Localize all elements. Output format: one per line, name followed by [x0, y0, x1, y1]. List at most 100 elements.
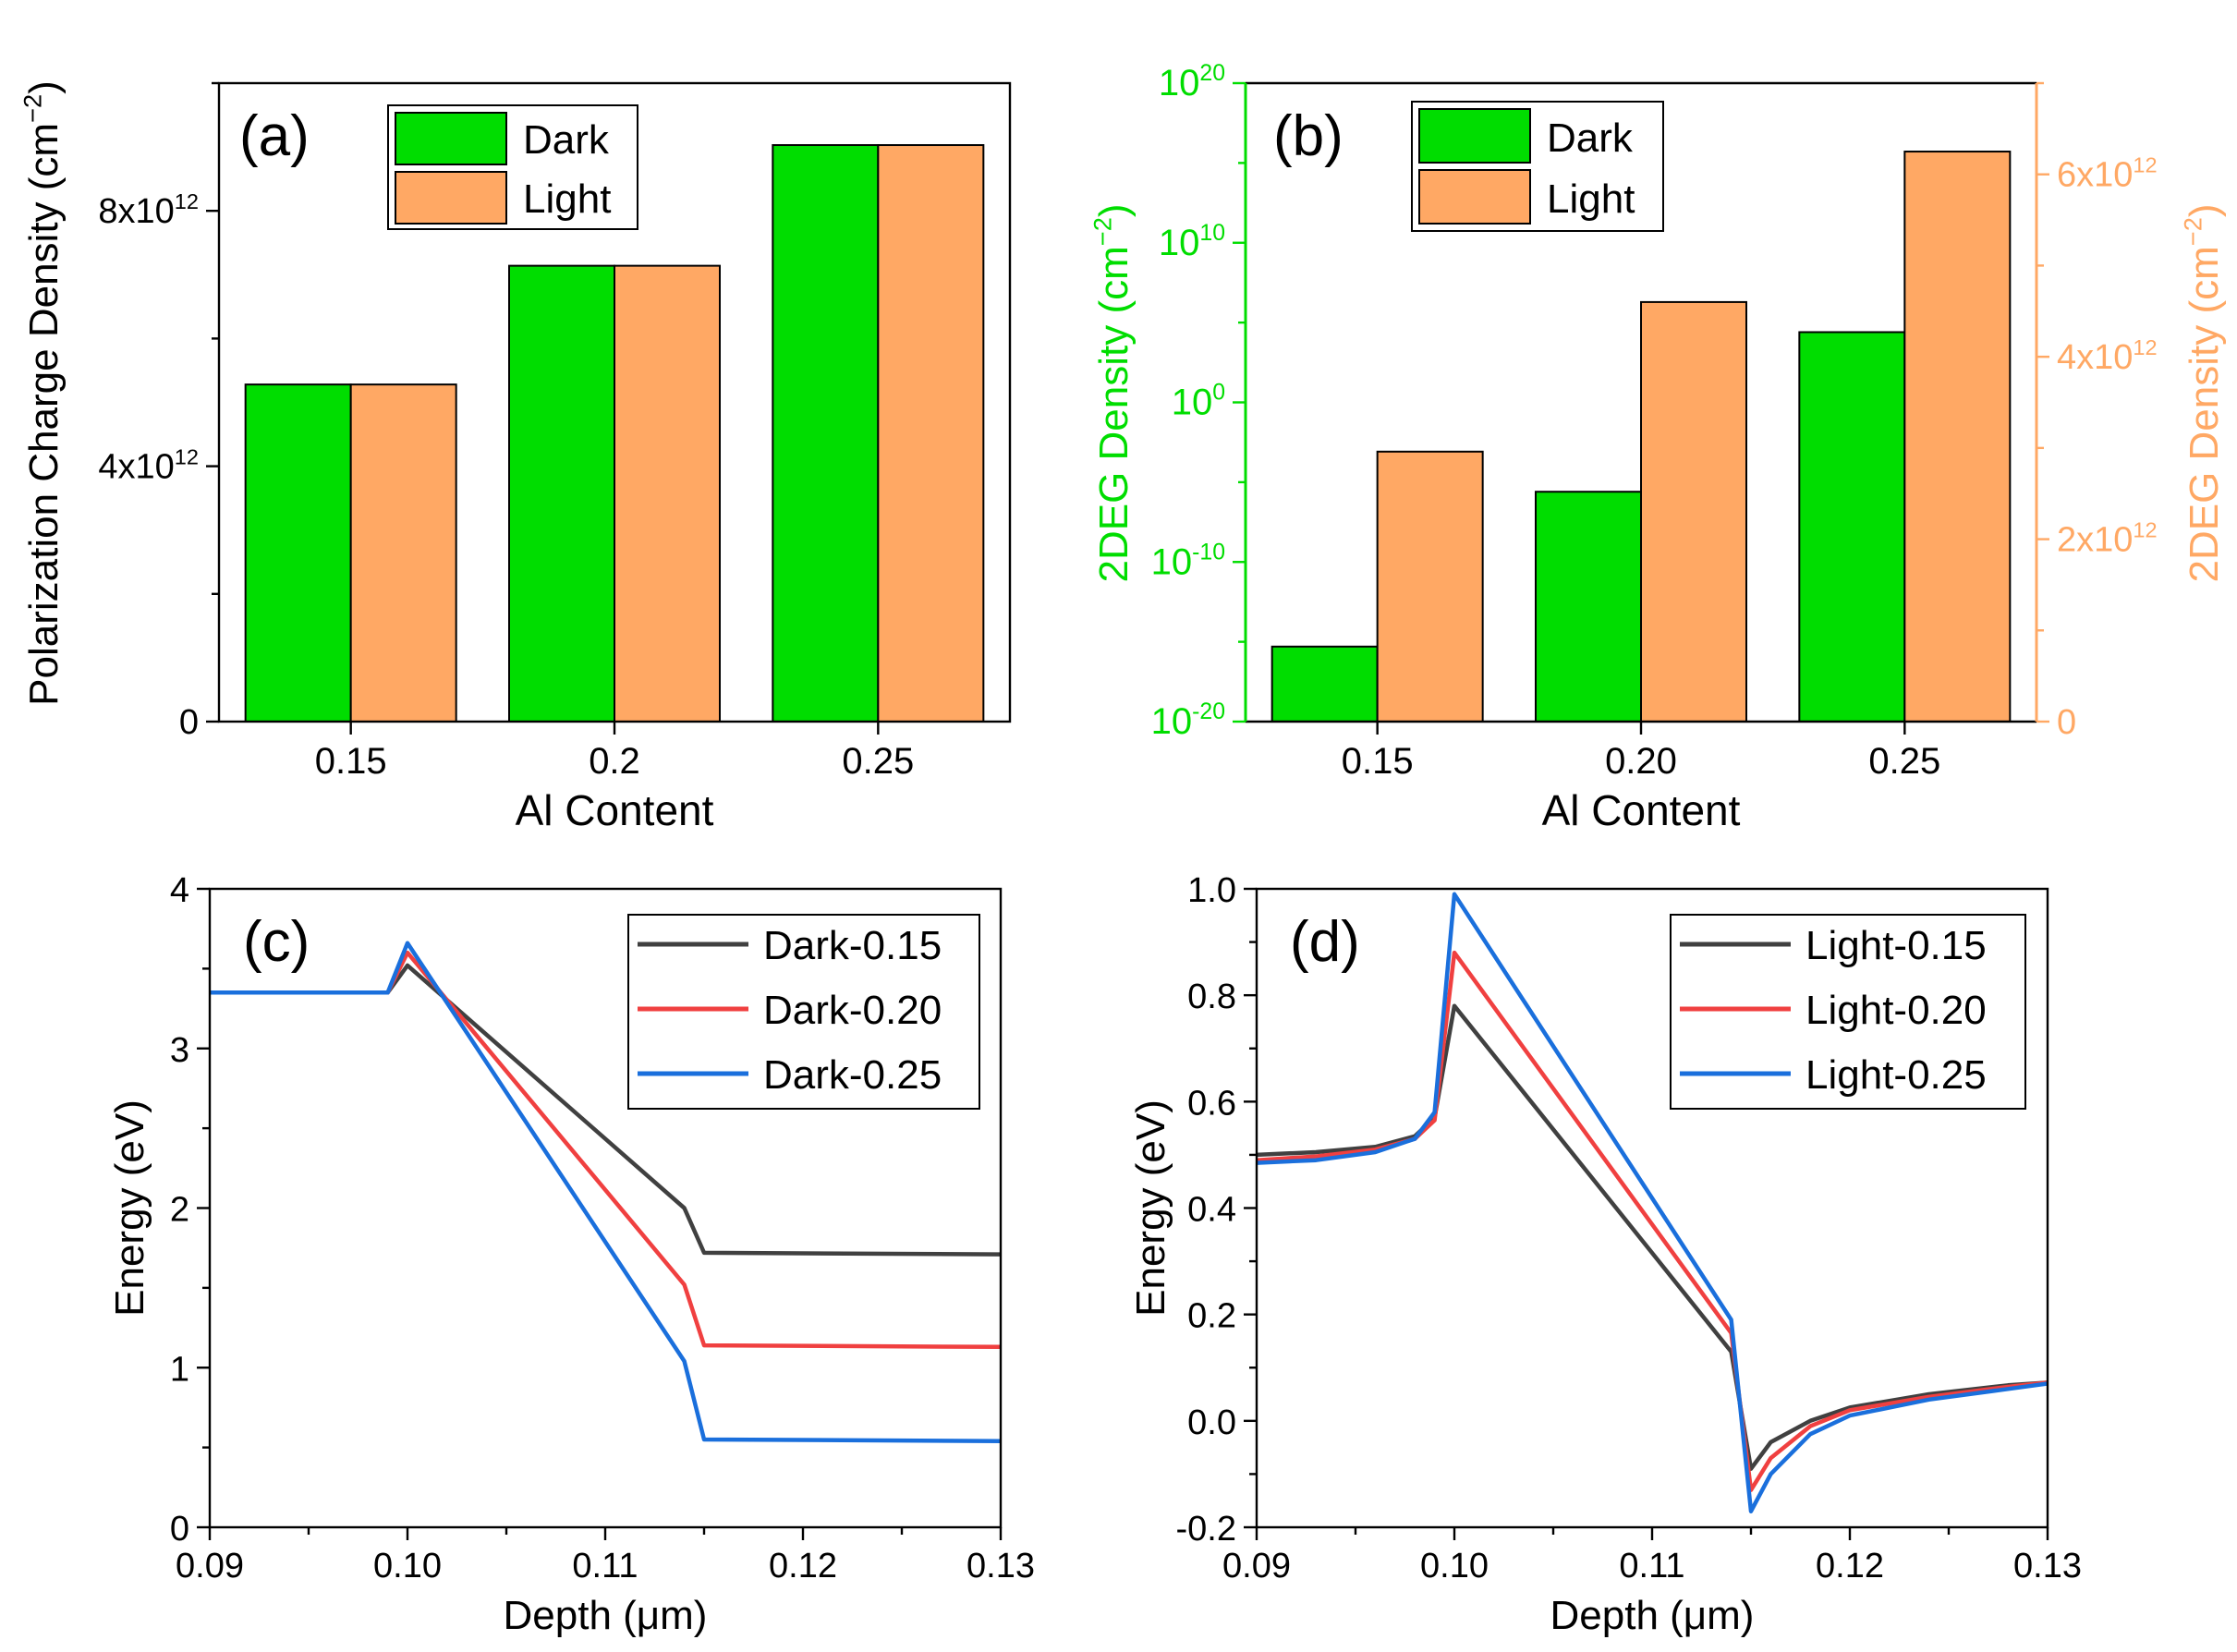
bar-light-0.15: [349, 383, 457, 723]
y-tick-label: 0.8: [1187, 978, 1236, 1016]
legend-label-light: Light: [1547, 176, 1635, 222]
right-tick-label: 4x1012: [2057, 335, 2158, 377]
x-tick-label: 0.13: [2013, 1547, 2082, 1585]
y-tick-label: 0.6: [1187, 1084, 1236, 1123]
x-tick-label: 0.15: [1342, 741, 1414, 782]
legend-label-light: Light: [523, 176, 611, 222]
x-axis-label: Al Content: [1542, 786, 1741, 834]
right-axis-label-base: 2DEG Density (cm: [2182, 246, 2227, 582]
y-tick-label-exp: 12: [175, 189, 199, 213]
x-axis-label: Depth (μm): [1550, 1593, 1755, 1638]
x-tick-label: 0.10: [373, 1547, 442, 1585]
y-axis-label: Energy (eV): [107, 1099, 152, 1317]
y-tick-label-base: 0: [179, 703, 199, 742]
y-axis-label: Energy (eV): [1128, 1099, 1173, 1317]
x-tick-label: 0.25: [1868, 741, 1940, 782]
panel-label: (d): [1290, 910, 1360, 974]
left-tick-label-base: 10: [1151, 541, 1193, 582]
left-tick-label-exp: 20: [1199, 61, 1225, 86]
right-axis-label-close: ): [2182, 203, 2227, 217]
left-tick-label-base: 10: [1159, 63, 1200, 103]
legend: Dark Light: [1411, 101, 1664, 232]
y-tick-label: 0.0: [1187, 1403, 1236, 1442]
left-axis-label-exp: −2: [1088, 217, 1116, 246]
right-tick-label-base: 6x10: [2057, 156, 2133, 195]
legend-swatch-dark: [1418, 108, 1531, 164]
legend-label-light-0.25: Light-0.25: [1805, 1052, 1987, 1098]
x-tick-label: 0.11: [1619, 1547, 1684, 1585]
y-tick-label: 1.0: [1187, 871, 1236, 910]
legend-label-light-0.15: Light-0.15: [1805, 923, 1987, 968]
bar-dark-0.25: [772, 144, 880, 723]
bar-light-0.20: [1640, 300, 1747, 723]
right-axis-label: 2DEG Density (cm−2): [2178, 203, 2227, 582]
y-tick-label: 8x1012: [98, 189, 199, 231]
legend-label-dark-0.25: Dark-0.25: [763, 1052, 942, 1098]
y-tick-label: 0: [179, 703, 199, 742]
left-tick-label: 100: [1172, 381, 1225, 423]
x-axis-label: Depth (μm): [504, 1593, 708, 1638]
series-line-light-0.25: [1257, 892, 2048, 1513]
left-tick-label-exp: 0: [1212, 381, 1225, 406]
right-tick-label-base: 4x10: [2057, 338, 2133, 377]
legend-label-dark-0.20: Dark-0.20: [763, 988, 942, 1033]
x-tick-label: 0.12: [1816, 1547, 1884, 1585]
y-axis-label: Polarization Charge Density (cm−2): [18, 80, 67, 706]
y-tick-label: 2: [170, 1191, 189, 1230]
x-tick-label: 0.09: [1222, 1547, 1291, 1585]
left-axis-label-base: 2DEG Density (cm: [1091, 246, 1137, 582]
x-tick-label: 0.10: [1420, 1547, 1489, 1585]
y-tick-label: 0: [170, 1510, 189, 1549]
legend-swatch-light: [1418, 169, 1531, 225]
bar-dark-0.15: [244, 383, 352, 723]
series-line-dark-0.25: [210, 941, 1001, 1443]
x-tick-label: 0.20: [1605, 741, 1677, 782]
x-tick-label: 0.15: [315, 741, 387, 782]
left-tick-label: 1020: [1159, 61, 1225, 103]
legend-label-dark: Dark: [1547, 115, 1634, 161]
panel-b: 10-2010-101001010102002x10124x10126x1012…: [1088, 61, 2227, 834]
y-axis-label-close: ): [21, 80, 67, 94]
y-tick-label-base: 8x10: [98, 192, 174, 231]
bar-dark-0.20: [1535, 491, 1642, 723]
x-tick-label: 0.25: [842, 741, 914, 782]
panel-label: (b): [1273, 104, 1343, 168]
legend-label-dark: Dark: [523, 117, 610, 163]
x-tick-label: 0.12: [769, 1547, 837, 1585]
left-tick-label-exp: 10: [1199, 221, 1225, 246]
left-tick-label: 10-20: [1151, 699, 1225, 742]
legend-swatch-dark: [395, 112, 507, 165]
left-tick-label-exp: -20: [1192, 699, 1225, 724]
panel-label: (c): [243, 910, 310, 974]
bar-light-0.25: [1903, 151, 2012, 723]
legend-swatch-light: [395, 171, 507, 225]
legend-box: [1670, 914, 2026, 1110]
legend: Dark Light: [387, 104, 638, 230]
y-tick-label: 4: [170, 871, 189, 910]
left-tick-label: 10-10: [1151, 540, 1225, 582]
y-axis-label-exp: −2: [18, 94, 46, 123]
bar-dark-0.15: [1270, 645, 1379, 723]
y-tick-label: 0.2: [1187, 1297, 1236, 1336]
legend-label-dark-0.15: Dark-0.15: [763, 923, 942, 968]
panel-c: 0 1 2 3 4 0.09 0.10 0.11 0.12 0.13 Depth (μm) Energ…: [107, 871, 1035, 1638]
bar-light-0.25: [877, 144, 985, 723]
left-axis-label: 2DEG Density (cm−2): [1088, 203, 1137, 582]
bar-light-0.15: [1376, 450, 1484, 723]
x-axis-label: Al Content: [516, 786, 714, 834]
panel-label: (a): [239, 104, 310, 168]
left-tick-label: 1010: [1159, 221, 1225, 263]
x-tick-label: 0.13: [967, 1547, 1035, 1585]
legend-label-light-0.20: Light-0.20: [1805, 988, 1987, 1033]
legend: Light-0.15 Light-0.20 Light-0.25: [1670, 914, 2026, 1110]
right-tick-label-exp: 12: [2133, 153, 2157, 177]
left-tick-label-base: 10: [1172, 383, 1213, 423]
y-tick-label: -0.2: [1176, 1510, 1236, 1549]
left-tick-label-exp: -10: [1192, 540, 1225, 565]
bar-light-0.2: [614, 264, 721, 723]
left-tick-label-base: 10: [1159, 223, 1200, 263]
right-tick-label-exp: 12: [2133, 517, 2157, 541]
bar-dark-0.25: [1798, 331, 1906, 723]
y-tick-label: 3: [170, 1031, 189, 1070]
